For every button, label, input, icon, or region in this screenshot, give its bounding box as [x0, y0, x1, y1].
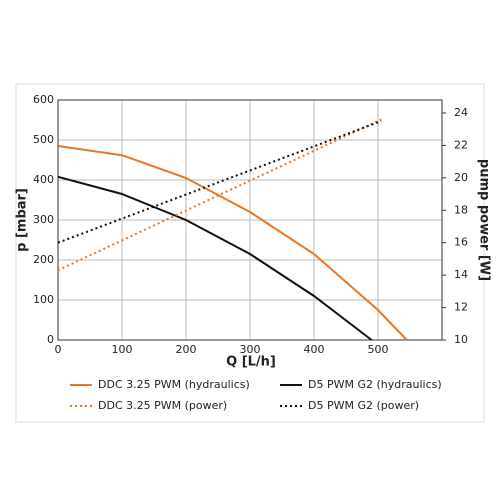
y2-tick-label: 20 — [454, 171, 468, 184]
y-tick-label: 400 — [33, 173, 54, 186]
y-tick-label: 100 — [33, 293, 54, 306]
x-axis-label: Q [L/h] — [226, 355, 276, 370]
x-tick-label: 0 — [55, 343, 62, 356]
y-tick-label: 300 — [33, 213, 54, 226]
y-tick-label: 200 — [33, 253, 54, 266]
series-line — [57, 145, 408, 341]
y2-tick-label: 14 — [454, 268, 468, 281]
y2-tick-label: 18 — [454, 203, 468, 216]
y2-tick-label: 16 — [454, 236, 468, 249]
y2-tick-label: 12 — [454, 301, 468, 314]
x-tick-label: 500 — [368, 343, 389, 356]
y2-axis-label: pump power [W] — [477, 159, 492, 281]
y-tick-label: 600 — [33, 93, 54, 106]
x-tick-label: 400 — [304, 343, 325, 356]
frame — [15, 83, 485, 423]
plot-border — [57, 99, 443, 341]
y-tick-label: 500 — [33, 133, 54, 146]
legend-label: DDC 3.25 PWM (hydraulics) — [98, 378, 250, 391]
y2-tick-label: 10 — [454, 333, 468, 346]
series-line — [57, 120, 382, 244]
x-tick-label: 100 — [112, 343, 133, 356]
y-tick-label: 0 — [47, 333, 54, 346]
legend-label: DDC 3.25 PWM (power) — [98, 399, 227, 412]
legend-label: D5 PWM G2 (power) — [308, 399, 419, 412]
x-tick-label: 300 — [240, 343, 261, 356]
y-axis-label: p [mbar] — [15, 188, 30, 252]
legend-label: D5 PWM G2 (hydraulics) — [308, 378, 442, 391]
y2-tick-label: 22 — [454, 138, 468, 151]
y2-tick-label: 24 — [454, 106, 468, 119]
x-tick-label: 200 — [176, 343, 197, 356]
series-line — [57, 175, 373, 341]
